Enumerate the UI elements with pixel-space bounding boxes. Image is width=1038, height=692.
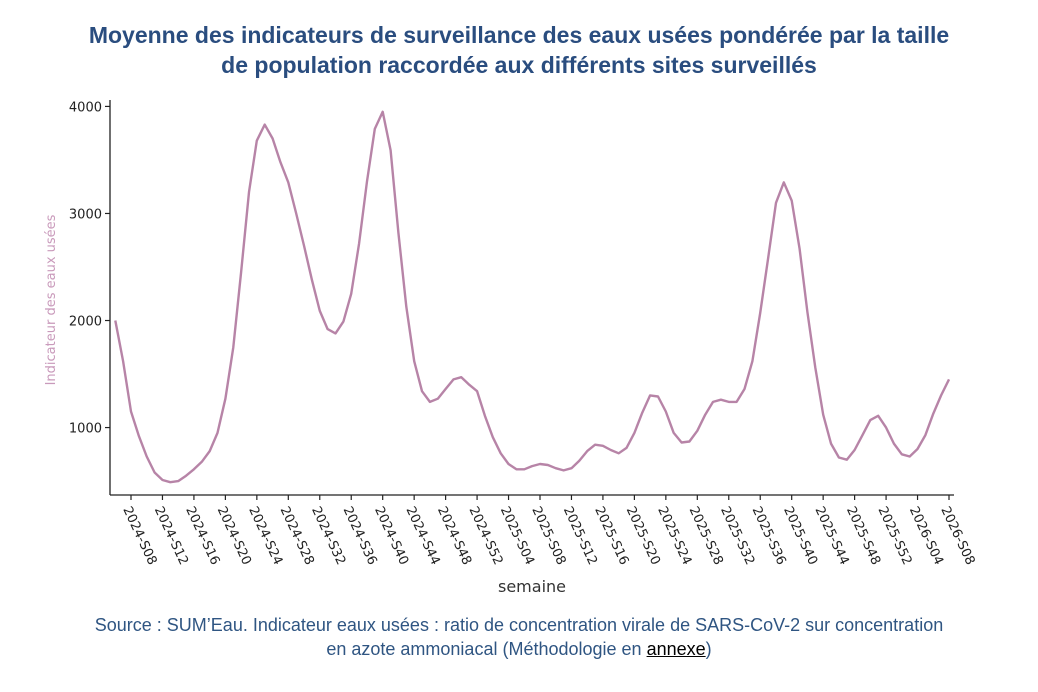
chart-title-line-1: Moyenne des indicateurs de surveillance … [88,22,950,48]
annexe-link[interactable]: annexe [646,639,706,659]
source-caption: Source : SUM’Eau. Indicateur eaux usées … [0,613,1038,661]
y-tick-label: 3000 [69,207,102,222]
caption-line-2: en azote ammoniacal (Méthodologie en ann… [0,637,1038,661]
series-line [114,110,951,484]
caption-line-2-prefix: en azote ammoniacal (Méthodologie en [326,639,647,659]
plot-area [114,110,951,484]
chart-title-line-2: de population raccordée aux différents s… [221,52,817,78]
y-tick-label: 4000 [69,100,102,115]
y-axis: 1000 2000 3000 4000 [69,100,111,495]
chart-title: Moyenne des indicateurs de surveillance … [0,20,1038,80]
y-tick-label: 1000 [69,422,102,437]
caption-line-1: Source : SUM’Eau. Indicateur eaux usées … [94,615,944,635]
y-axis-label: Indicateur des eaux usées [44,214,59,385]
y-tick-label: 2000 [69,315,102,330]
x-axis: 2024-S082024-S122024-S162024-S202024-S24… [110,494,977,567]
caption-line-2-suffix: ) [705,639,712,659]
x-axis-label: semaine [498,577,566,596]
